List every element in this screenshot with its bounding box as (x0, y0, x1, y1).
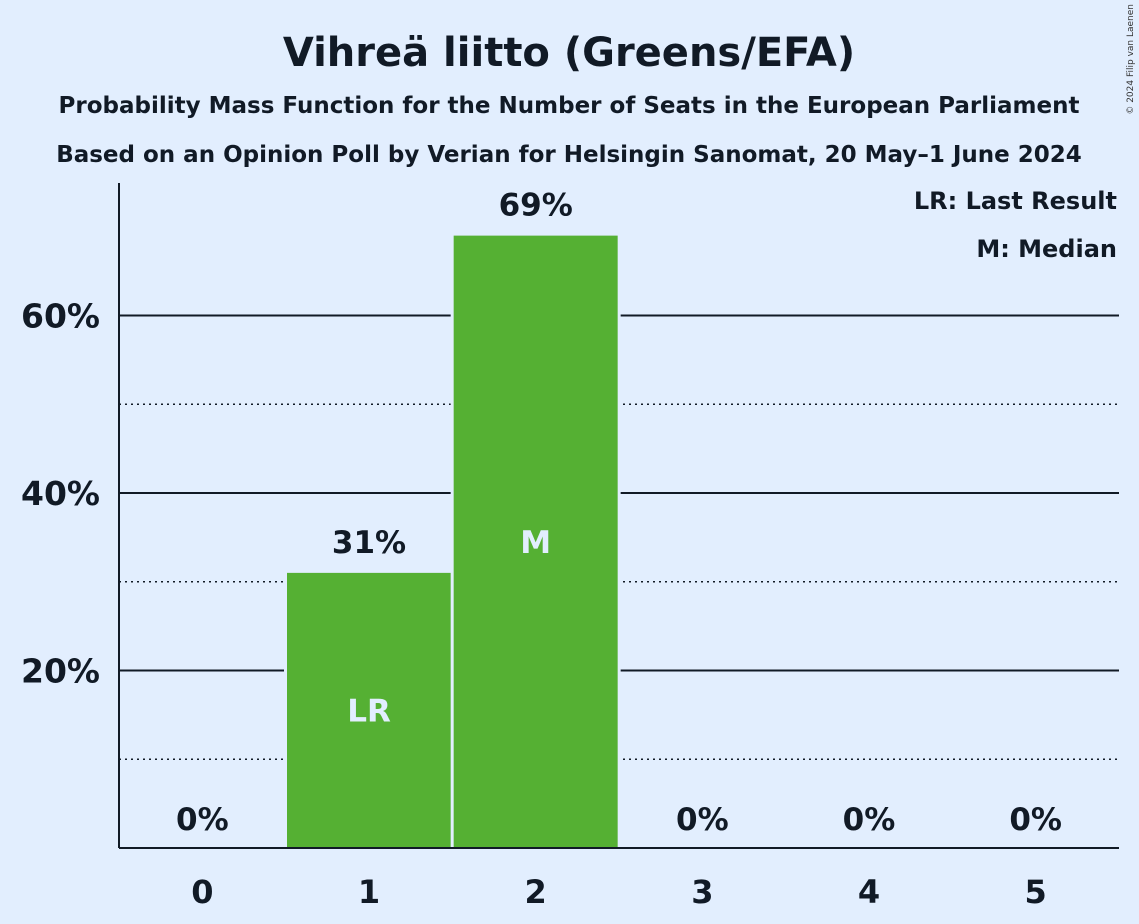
bar-value-label: 0% (176, 802, 229, 838)
legend-last-result: LR: Last Result (914, 187, 1117, 215)
x-tick-label: 5 (1025, 873, 1047, 911)
bar-value-label: 0% (843, 802, 896, 838)
bar-seats-1 (287, 572, 451, 848)
copyright-notice: © 2024 Filip van Laenen (1126, 4, 1136, 115)
axes (118, 183, 1119, 849)
x-tick-label: 3 (691, 873, 713, 911)
x-tick-label: 0 (191, 873, 213, 911)
y-tick-label: 60% (21, 297, 100, 336)
chart-title: Vihreä liitto (Greens/EFA) (283, 30, 855, 76)
x-tick-label: 1 (358, 873, 380, 911)
bar-seats-2 (453, 235, 618, 848)
bars (284, 232, 621, 848)
bar-marker-m: M (520, 525, 551, 561)
bar-value-label: 69% (499, 188, 573, 224)
bar-value-label: 31% (332, 525, 406, 561)
legend-median: M: Median (976, 235, 1117, 263)
y-tick-label: 40% (21, 474, 100, 513)
x-tick-label: 4 (858, 873, 880, 911)
y-tick-label: 20% (21, 652, 100, 691)
x-tick-label: 2 (525, 873, 547, 911)
bar-marker-lr: LR (347, 693, 391, 729)
bar-value-label: 0% (676, 802, 729, 838)
chart-subtitle-source: Based on an Opinion Poll by Verian for H… (56, 142, 1082, 168)
chart-subtitle-description: Probability Mass Function for the Number… (59, 93, 1080, 119)
bar-value-label: 0% (1009, 802, 1062, 838)
